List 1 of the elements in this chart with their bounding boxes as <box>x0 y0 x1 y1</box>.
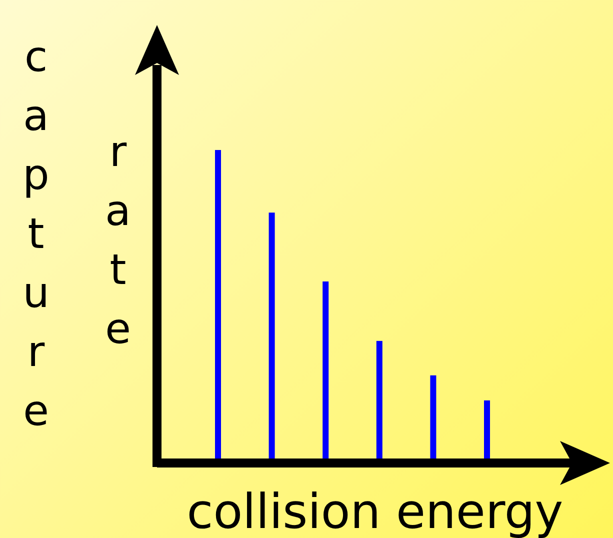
y-axis-title: capture rate <box>12 32 142 445</box>
